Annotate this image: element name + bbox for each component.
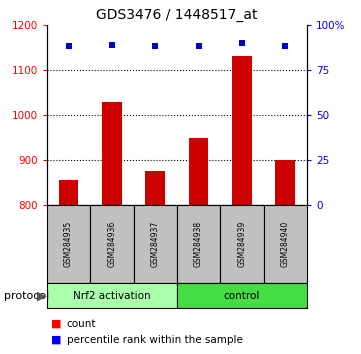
Text: ▶: ▶ [37,289,46,302]
Title: GDS3476 / 1448517_at: GDS3476 / 1448517_at [96,8,258,22]
Text: control: control [224,291,260,301]
Text: GSM284940: GSM284940 [281,221,290,267]
Text: percentile rank within the sample: percentile rank within the sample [67,335,243,345]
Bar [47,283,177,308]
Bar [134,205,177,283]
Bar [220,205,264,283]
Text: GSM284937: GSM284937 [151,221,160,267]
Bar [90,205,134,283]
Bar [177,283,307,308]
Text: GSM284935: GSM284935 [64,221,73,267]
Text: count: count [67,319,96,329]
Text: ■: ■ [51,319,61,329]
Bar [145,171,165,205]
Text: GSM284938: GSM284938 [194,221,203,267]
Bar [275,160,295,205]
Bar [232,56,252,205]
Bar [47,205,90,283]
Bar [59,181,78,205]
Text: Nrf2 activation: Nrf2 activation [73,291,151,301]
Text: ■: ■ [51,335,61,345]
Bar [264,205,307,283]
Text: protocol: protocol [4,291,49,301]
Bar [177,205,220,283]
Text: GSM284936: GSM284936 [108,221,116,267]
Bar [102,102,122,205]
Bar [189,138,208,205]
Text: GSM284939: GSM284939 [238,221,246,267]
